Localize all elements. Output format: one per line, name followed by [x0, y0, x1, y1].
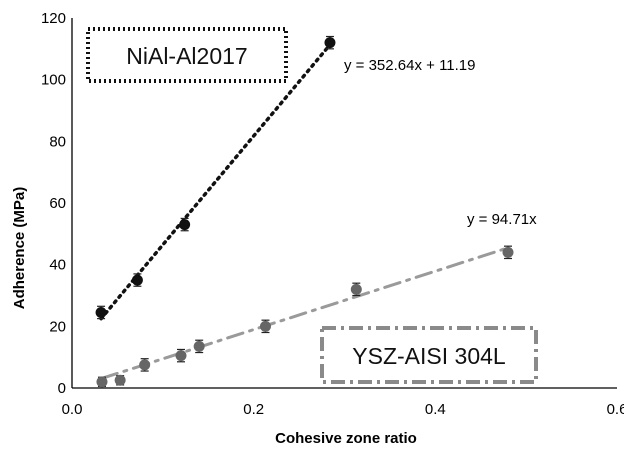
x-tick-label: 0.0 — [62, 401, 83, 418]
data-point — [193, 340, 205, 352]
x-tick-label: 0.4 — [425, 401, 446, 418]
series-label-niai: NiAl-Al2017 — [126, 43, 247, 69]
x-tick-label: 0.6 — [607, 401, 624, 418]
data-point — [502, 246, 514, 258]
data-point — [139, 359, 151, 371]
trendline-equation-niai: y = 352.64x + 11.19 — [344, 57, 476, 74]
data-point — [175, 350, 187, 362]
y-tick-label: 40 — [49, 257, 66, 274]
data-point — [131, 274, 143, 286]
y-tick-label: 20 — [49, 318, 66, 335]
series-label-box-niai: NiAl-Al2017 — [86, 27, 288, 83]
y-tick-label: 0 — [58, 380, 66, 397]
trendline-equation-ysz: y = 94.71x — [467, 211, 537, 228]
data-point — [114, 374, 126, 386]
data-point — [324, 37, 336, 49]
y-tick-label: 80 — [49, 133, 66, 150]
x-tick-label: 0.2 — [243, 401, 264, 418]
y-tick-label: 60 — [49, 195, 66, 212]
data-point — [350, 283, 362, 295]
x-tick-labels: 0.0 0.2 0.4 0.6 — [62, 401, 624, 418]
y-tick-labels: 0 20 40 60 80 100 120 — [41, 10, 66, 397]
series-label-ysz: YSZ-AISI 304L — [352, 343, 506, 369]
data-point — [95, 306, 107, 318]
y-tick-label: 120 — [41, 10, 66, 27]
data-point — [179, 219, 191, 231]
y-tick-label: 100 — [41, 72, 66, 89]
trendline — [99, 42, 332, 321]
series-label-box-ysz: YSZ-AISI 304L — [320, 326, 538, 384]
axes — [71, 18, 617, 389]
data-points — [95, 37, 514, 388]
data-point — [259, 320, 271, 332]
y-axis-label: Adherence (MPa) — [11, 187, 28, 310]
trendlines — [99, 42, 510, 380]
trendline-equations: y = 352.64x + 11.19 y = 94.71x — [344, 57, 537, 228]
x-axis-label: Cohesive zone ratio — [275, 430, 417, 447]
trendline — [100, 246, 510, 380]
data-point — [96, 376, 108, 388]
